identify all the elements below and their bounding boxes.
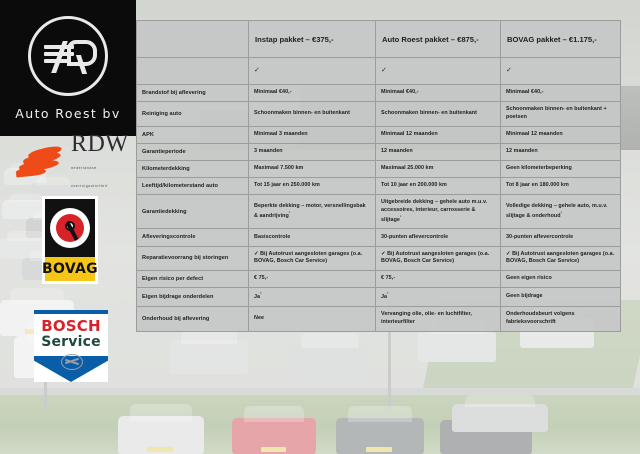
cell-instap: Schoonmaken binnen- en buitenkant <box>248 101 376 127</box>
row-label: Kilometerdekking <box>136 159 249 179</box>
auto-roest-logo-panel: Auto Roest bv <box>0 0 136 136</box>
cell-auto-roest: € 75,- <box>375 270 501 289</box>
cell-bovag: Minimaal 12 maanden <box>500 125 621 144</box>
bovag-label: BOVAG <box>42 261 98 277</box>
row-label: Garantiedekking <box>136 194 249 230</box>
table-row: Eigen bijdrage onderdelen Ja² Ja² Geen bijd… <box>136 287 621 307</box>
row-label: Reiniging auto <box>136 101 249 127</box>
table-row: Brandstof bij aflevering Minimaal €40,- Mi… <box>136 83 621 103</box>
column-header-instap: Instap pakket – €375,- <box>248 20 376 58</box>
row-label: Reparatievoorrang bij storingen <box>136 245 249 272</box>
table-row: Garantiedekking Beperkte dekking – motor,… <box>136 194 621 230</box>
table-row: Reiniging auto Schoonmaken binnen- en bui… <box>136 101 621 127</box>
cell-instap: 3 maanden <box>248 142 376 161</box>
rdw-label: RDW <box>71 131 129 157</box>
package-comparison-table: Instap pakket – €375,- Auto Roest pakket… <box>136 20 621 332</box>
cell-instap: Tot 15 jaar en 250.000 km <box>248 177 376 196</box>
table-row-included: ✓ ✓ ✓ <box>136 57 621 85</box>
table-row: Kilometerdekking Maximaal 7.500 km Maximaa… <box>136 159 621 179</box>
bosch-label-bottom: Service <box>41 334 101 350</box>
row-label: Garantieperiode <box>136 142 249 161</box>
bovag-badge: BOVAG <box>42 196 98 284</box>
rdw-sublabel: nederlandse voertuigautoriteit <box>71 166 108 188</box>
cell-auto-roest: Minimaal 12 maanden <box>375 125 501 144</box>
cell-instap: Minimaal 3 maanden <box>248 125 376 144</box>
auto-roest-monogram-icon <box>28 15 108 96</box>
bosch-emblem-icon <box>61 354 83 370</box>
table-row: Eigen risico per defect € 75,- € 75,- Geen … <box>136 270 621 289</box>
column-header-bovag: BOVAG pakket – €1.175,- <box>500 20 621 58</box>
bosch-label-top: BOSCH <box>41 317 101 335</box>
row-label-included <box>136 57 249 85</box>
cell-auto-roest: Schoonmaken binnen- en buitenkant <box>375 101 501 127</box>
bosch-service-badge: BOSCH Service <box>34 310 108 382</box>
column-header-auto-roest: Auto Roest pakket – €875,- <box>375 20 501 58</box>
cell-auto-roest: Maximaal 25.000 km <box>375 159 501 179</box>
brand-name: Auto Roest bv <box>15 105 121 121</box>
cell-bovag: Geen kilometerbeperking <box>500 159 621 179</box>
row-label: Leeftijd/kilometerstand auto <box>136 177 249 196</box>
cell-auto-roest: Vervanging olie, olie- en luchtfilter, i… <box>375 305 501 332</box>
cell-instap: Basiscontrole <box>248 228 376 247</box>
row-label: Afleveringscontrole <box>136 228 249 247</box>
cell-bovag: Volledige dekking – gehele auto, m.u.v. … <box>500 194 621 230</box>
cell-instap: Maximaal 7.500 km <box>248 159 376 179</box>
cell-bovag: Tot 8 jaar en 180.000 km <box>500 177 621 196</box>
cell-bovag: ✓ Bij Autotrust aangesloten garages (o.a… <box>500 245 621 272</box>
row-label: Eigen risico per defect <box>136 270 249 289</box>
cell-bovag: 30-punten aflevercontrole <box>500 228 621 247</box>
cell-included-instap: ✓ <box>248 57 376 85</box>
cell-instap: ✓ Bij Autotrust aangesloten garages (o.a… <box>248 245 376 272</box>
table-row: Onderhoud bij aflevering Nee Vervanging ol… <box>136 305 621 332</box>
rdw-bird-icon <box>15 143 66 178</box>
row-label: APK <box>136 125 249 144</box>
cell-bovag: Schoonmaken binnen- en buitenkant + poet… <box>500 101 621 127</box>
cell-instap: Beperkte dekking – motor, versnellingsba… <box>248 194 376 230</box>
bovag-seal-icon <box>45 199 95 257</box>
column-header-feature <box>136 20 249 58</box>
cell-bovag: 12 maanden <box>500 142 621 161</box>
cell-auto-roest: Tot 10 jaar en 200.000 km <box>375 177 501 196</box>
cell-bovag: Geen bijdrage <box>500 287 621 307</box>
cell-included-bovag: ✓ <box>500 57 621 85</box>
package-comparison-table-wrap: Instap pakket – €375,- Auto Roest pakket… <box>136 20 621 332</box>
cell-bovag: Geen eigen risico <box>500 270 621 289</box>
table-row: Garantieperiode 3 maanden 12 maanden 12 maa… <box>136 142 621 161</box>
cell-auto-roest: Minimaal €40,- <box>375 83 501 103</box>
table-body: ✓ ✓ ✓ Brandstof bij aflevering Minimaal €40,… <box>136 57 621 332</box>
cell-auto-roest: 30-punten aflevercontrole <box>375 228 501 247</box>
table-row: Afleveringscontrole Basiscontrole 30-punte… <box>136 228 621 247</box>
cell-auto-roest: Ja² <box>375 287 501 307</box>
table-row: Leeftijd/kilometerstand auto Tot 15 jaar … <box>136 177 621 196</box>
row-label: Brandstof bij aflevering <box>136 83 249 103</box>
cell-bovag: Minimaal €40,- <box>500 83 621 103</box>
table-header-row: Instap pakket – €375,- Auto Roest pakket… <box>136 20 621 58</box>
cell-auto-roest: 12 maanden <box>375 142 501 161</box>
table-row: APK Minimaal 3 maanden Minimaal 12 maanden… <box>136 125 621 144</box>
rdw-badge: RDW nederlandse voertuigautoriteit <box>15 132 132 188</box>
row-label: Onderhoud bij aflevering <box>136 305 249 332</box>
row-label: Eigen bijdrage onderdelen <box>136 287 249 307</box>
cell-instap: Minimaal €40,- <box>248 83 376 103</box>
table-row: Reparatievoorrang bij storingen ✓ Bij Aut… <box>136 245 621 272</box>
cell-instap: Ja² <box>248 287 376 307</box>
cell-auto-roest: Uitgebreide dekking – gehele auto m.u.v.… <box>375 194 501 230</box>
cell-instap: Nee <box>248 305 376 332</box>
cell-instap: € 75,- <box>248 270 376 289</box>
cell-bovag: Onderhoudsbeurt volgens fabrieksvoorschr… <box>500 305 621 332</box>
cell-included-auto-roest: ✓ <box>375 57 501 85</box>
cell-auto-roest: ✓ Bij Autotrust aangesloten garages (o.a… <box>375 245 501 272</box>
